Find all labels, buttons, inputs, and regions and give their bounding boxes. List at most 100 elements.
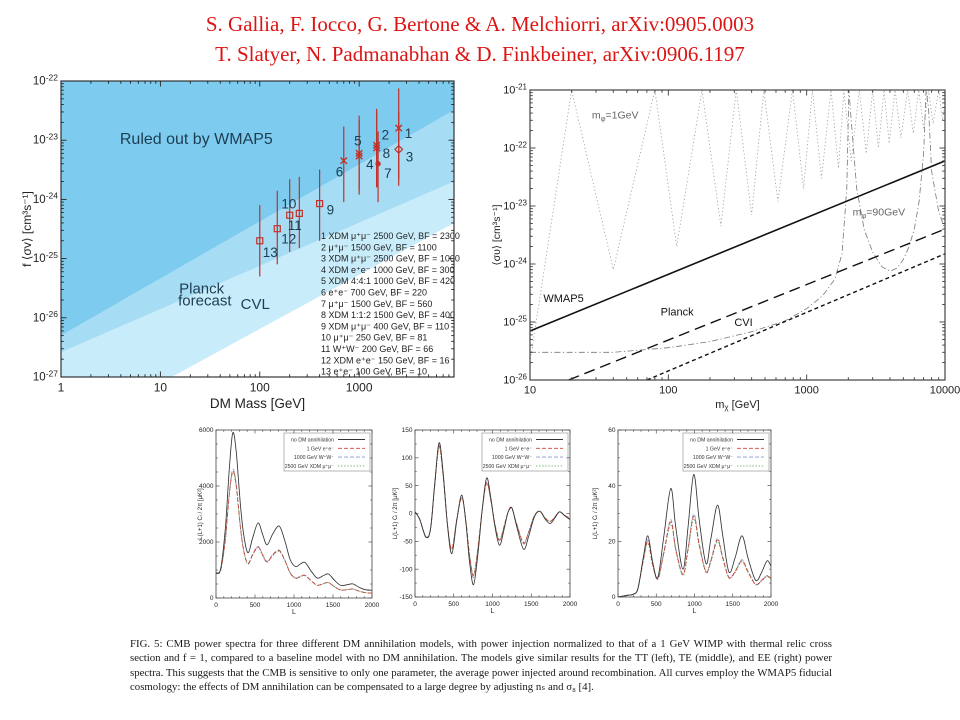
svg-text:2500 GeV XDM μ⁺μ⁻: 2500 GeV XDM μ⁺μ⁻ xyxy=(483,464,532,470)
svg-text:1000: 1000 xyxy=(287,602,302,609)
svg-text:Ruled out by WMAP5: Ruled out by WMAP5 xyxy=(120,131,273,148)
svg-text:2 μ⁺μ⁻ 1500 GeV, BF = 1100: 2 μ⁺μ⁻ 1500 GeV, BF = 1100 xyxy=(321,242,437,252)
svg-text:12: 12 xyxy=(281,232,296,247)
svg-text:2500 GeV XDM μ⁺μ⁻: 2500 GeV XDM μ⁺μ⁻ xyxy=(285,464,334,470)
svg-text:1 GeV e⁺e⁻: 1 GeV e⁺e⁻ xyxy=(505,446,533,452)
ee-power-spectrum-plot: no DM annihilation 1 GeV e⁺e⁻ 1000 GeV W⁺W… xyxy=(593,427,779,615)
svg-text:Planck: Planck xyxy=(661,306,695,318)
svg-text:CVI: CVI xyxy=(734,317,752,329)
svg-text:Planck: Planck xyxy=(179,281,225,298)
svg-text:10: 10 xyxy=(524,385,536,397)
svg-text:0: 0 xyxy=(214,602,218,609)
svg-text:1: 1 xyxy=(405,126,413,141)
svg-text:6 e⁺e⁻ 700 GeV, BF = 220: 6 e⁺e⁻ 700 GeV, BF = 220 xyxy=(321,288,427,298)
svg-text:10: 10 xyxy=(281,196,296,211)
svg-text:7: 7 xyxy=(384,166,392,181)
svg-text:9 XDM μ⁺μ⁻ 400 GeV, BF = 110: 9 XDM μ⁺μ⁻ 400 GeV, BF = 110 xyxy=(321,321,449,331)
svg-text:12 XDM e⁺e⁻ 150 GeV, BF = 16: 12 XDM e⁺e⁻ 150 GeV, BF = 16 xyxy=(321,355,450,365)
svg-text:no DM annihilation: no DM annihilation xyxy=(489,438,532,444)
svg-text:1 GeV e⁺e⁻: 1 GeV e⁺e⁻ xyxy=(706,446,734,452)
svg-text:500: 500 xyxy=(651,601,662,608)
svg-text:-150: -150 xyxy=(399,594,412,601)
svg-text:10-25: 10-25 xyxy=(33,250,58,265)
slide-title-line-2: T. Slatyer, N. Padmanabhan & D. Finkbein… xyxy=(215,42,745,66)
figure-caption: FIG. 5: CMB power spectra for three diff… xyxy=(130,638,832,694)
svg-text:60: 60 xyxy=(608,427,616,434)
tt-power-spectrum-chart: no DM annihilation 1 GeV e⁺e⁻ 1000 GeV W⁺W… xyxy=(195,425,395,616)
tt-power-spectrum-plot: no DM annihilation 1 GeV e⁺e⁻ 1000 GeV W⁺W… xyxy=(198,427,380,616)
svg-text:6: 6 xyxy=(336,165,344,180)
svg-text:2: 2 xyxy=(382,127,390,142)
svg-text:CVL: CVL xyxy=(241,296,270,313)
svg-text:10-23: 10-23 xyxy=(33,132,58,147)
svg-text:2000: 2000 xyxy=(563,601,578,608)
svg-text:11 W⁺W⁻ 200 GeV, BF = 66: 11 W⁺W⁻ 200 GeV, BF = 66 xyxy=(321,344,433,354)
svg-text:40: 40 xyxy=(608,483,616,490)
cross-section-limits-chart: mφ​=1GeV WMAP5 Planck CVI mφ​=90GeV 10 100 1000… xyxy=(490,78,960,418)
svg-text:8: 8 xyxy=(383,146,391,161)
svg-text:1 XDM μ⁺μ⁻ 2500 GeV, BF = 2300: 1 XDM μ⁺μ⁻ 2500 GeV, BF = 2300 xyxy=(321,231,460,241)
svg-text:1000 GeV W⁺W⁻: 1000 GeV W⁺W⁻ xyxy=(693,455,733,461)
svg-text:10-22: 10-22 xyxy=(503,140,527,154)
svg-text:1000 GeV W⁺W⁻: 1000 GeV W⁺W⁻ xyxy=(294,455,334,461)
svg-text:L: L xyxy=(491,608,495,615)
svg-text:2000: 2000 xyxy=(764,601,779,608)
svg-text:1000: 1000 xyxy=(485,601,500,608)
svg-text:10-25: 10-25 xyxy=(503,314,527,328)
svg-text:1000: 1000 xyxy=(687,601,702,608)
svg-text:5: 5 xyxy=(354,133,362,148)
svg-text:4: 4 xyxy=(366,157,374,172)
svg-text:1500: 1500 xyxy=(726,601,741,608)
svg-text:1000: 1000 xyxy=(346,381,373,395)
svg-text:f ⟨σv⟩ [cm³s⁻¹]: f ⟨σv⟩ [cm³s⁻¹] xyxy=(20,191,34,267)
svg-text:10: 10 xyxy=(154,381,168,395)
svg-text:2500 GeV XDM μ⁺μ⁻: 2500 GeV XDM μ⁺μ⁻ xyxy=(684,464,733,470)
svg-text:1 GeV e⁺e⁻: 1 GeV e⁺e⁻ xyxy=(307,446,335,452)
svg-text:500: 500 xyxy=(250,602,261,609)
svg-text:13 e⁺e⁻ 100 GeV, BF = 10: 13 e⁺e⁻ 100 GeV, BF = 10 xyxy=(321,367,427,377)
te-power-spectrum-plot: no DM annihilation 1 GeV e⁺e⁻ 1000 GeV W⁺W… xyxy=(393,427,578,615)
te-power-spectrum-chart: no DM annihilation 1 GeV e⁺e⁻ 1000 GeV W⁺W… xyxy=(390,425,590,615)
svg-text:100: 100 xyxy=(250,381,270,395)
svg-text:50: 50 xyxy=(405,483,413,490)
dm-constraints-chart: 1 2 3 4 5 6 7 8 9 10 11 12 13 Ruled out by WMAP5 Planc… xyxy=(18,72,480,420)
svg-text:1: 1 xyxy=(58,381,65,395)
svg-text:10000: 10000 xyxy=(930,385,960,397)
svg-text:10-24: 10-24 xyxy=(503,256,527,270)
svg-text:100: 100 xyxy=(402,455,413,462)
svg-text:4 XDM e⁺e⁻ 1000 GeV, BF = 300: 4 XDM e⁺e⁻ 1000 GeV, BF = 300 xyxy=(321,265,455,275)
svg-text:-100: -100 xyxy=(399,566,412,573)
svg-text:10-27: 10-27 xyxy=(33,368,58,383)
svg-text:0: 0 xyxy=(616,601,620,608)
svg-text:L(L+1) Cₗ / 2π [μK²]: L(L+1) Cₗ / 2π [μK²] xyxy=(198,488,204,540)
svg-text:10 μ⁺μ⁻ 250 GeV, BF = 81: 10 μ⁺μ⁻ 250 GeV, BF = 81 xyxy=(321,333,427,343)
svg-text:4000: 4000 xyxy=(199,483,214,490)
svg-text:10-23: 10-23 xyxy=(503,198,527,212)
svg-text:10-22: 10-22 xyxy=(33,74,58,88)
svg-text:L(L+1) Cₗ / 2π [μK²]: L(L+1) Cₗ / 2π [μK²] xyxy=(593,487,599,539)
svg-text:8 XDM 1:1:2 1500 GeV, BF = 400: 8 XDM 1:1:2 1500 GeV, BF = 400 xyxy=(321,310,455,320)
svg-text:-50: -50 xyxy=(403,539,413,546)
svg-text:2000: 2000 xyxy=(365,602,380,609)
svg-text:no DM annihilation: no DM annihilation xyxy=(690,438,733,444)
svg-text:10-21: 10-21 xyxy=(503,82,527,96)
svg-text:5 XDM 4:4:1 1000 GeV, BF = 420: 5 XDM 4:4:1 1000 GeV, BF = 420 xyxy=(321,276,455,286)
svg-text:6000: 6000 xyxy=(199,427,214,434)
svg-text:10-26: 10-26 xyxy=(503,372,527,386)
svg-text:WMAP5: WMAP5 xyxy=(543,293,583,305)
svg-text:⟨συ⟩ [cm³s⁻¹]: ⟨συ⟩ [cm³s⁻¹] xyxy=(491,204,503,265)
svg-text:1000: 1000 xyxy=(794,385,818,397)
svg-text:no DM annihilation: no DM annihilation xyxy=(291,438,334,444)
svg-text:mφ​=90GeV: mφ​=90GeV xyxy=(853,207,905,220)
ee-power-spectrum-chart: no DM annihilation 1 GeV e⁺e⁻ 1000 GeV W⁺W… xyxy=(590,425,790,615)
slide-title-line-1: S. Gallia, F. Iocco, G. Bertone & A. Mel… xyxy=(205,12,755,36)
svg-text:L: L xyxy=(292,609,296,615)
svg-text:3 XDM μ⁺μ⁻ 2500 GeV, BF = 1000: 3 XDM μ⁺μ⁻ 2500 GeV, BF = 1000 xyxy=(321,254,460,264)
svg-text:500: 500 xyxy=(448,601,459,608)
svg-text:0: 0 xyxy=(413,601,417,608)
svg-text:3: 3 xyxy=(406,149,414,164)
svg-text:150: 150 xyxy=(402,427,413,434)
svg-text:0: 0 xyxy=(210,595,214,602)
cross-section-limits-plot: mφ​=1GeV WMAP5 Planck CVI mφ​=90GeV 10 100 1000… xyxy=(491,82,960,412)
